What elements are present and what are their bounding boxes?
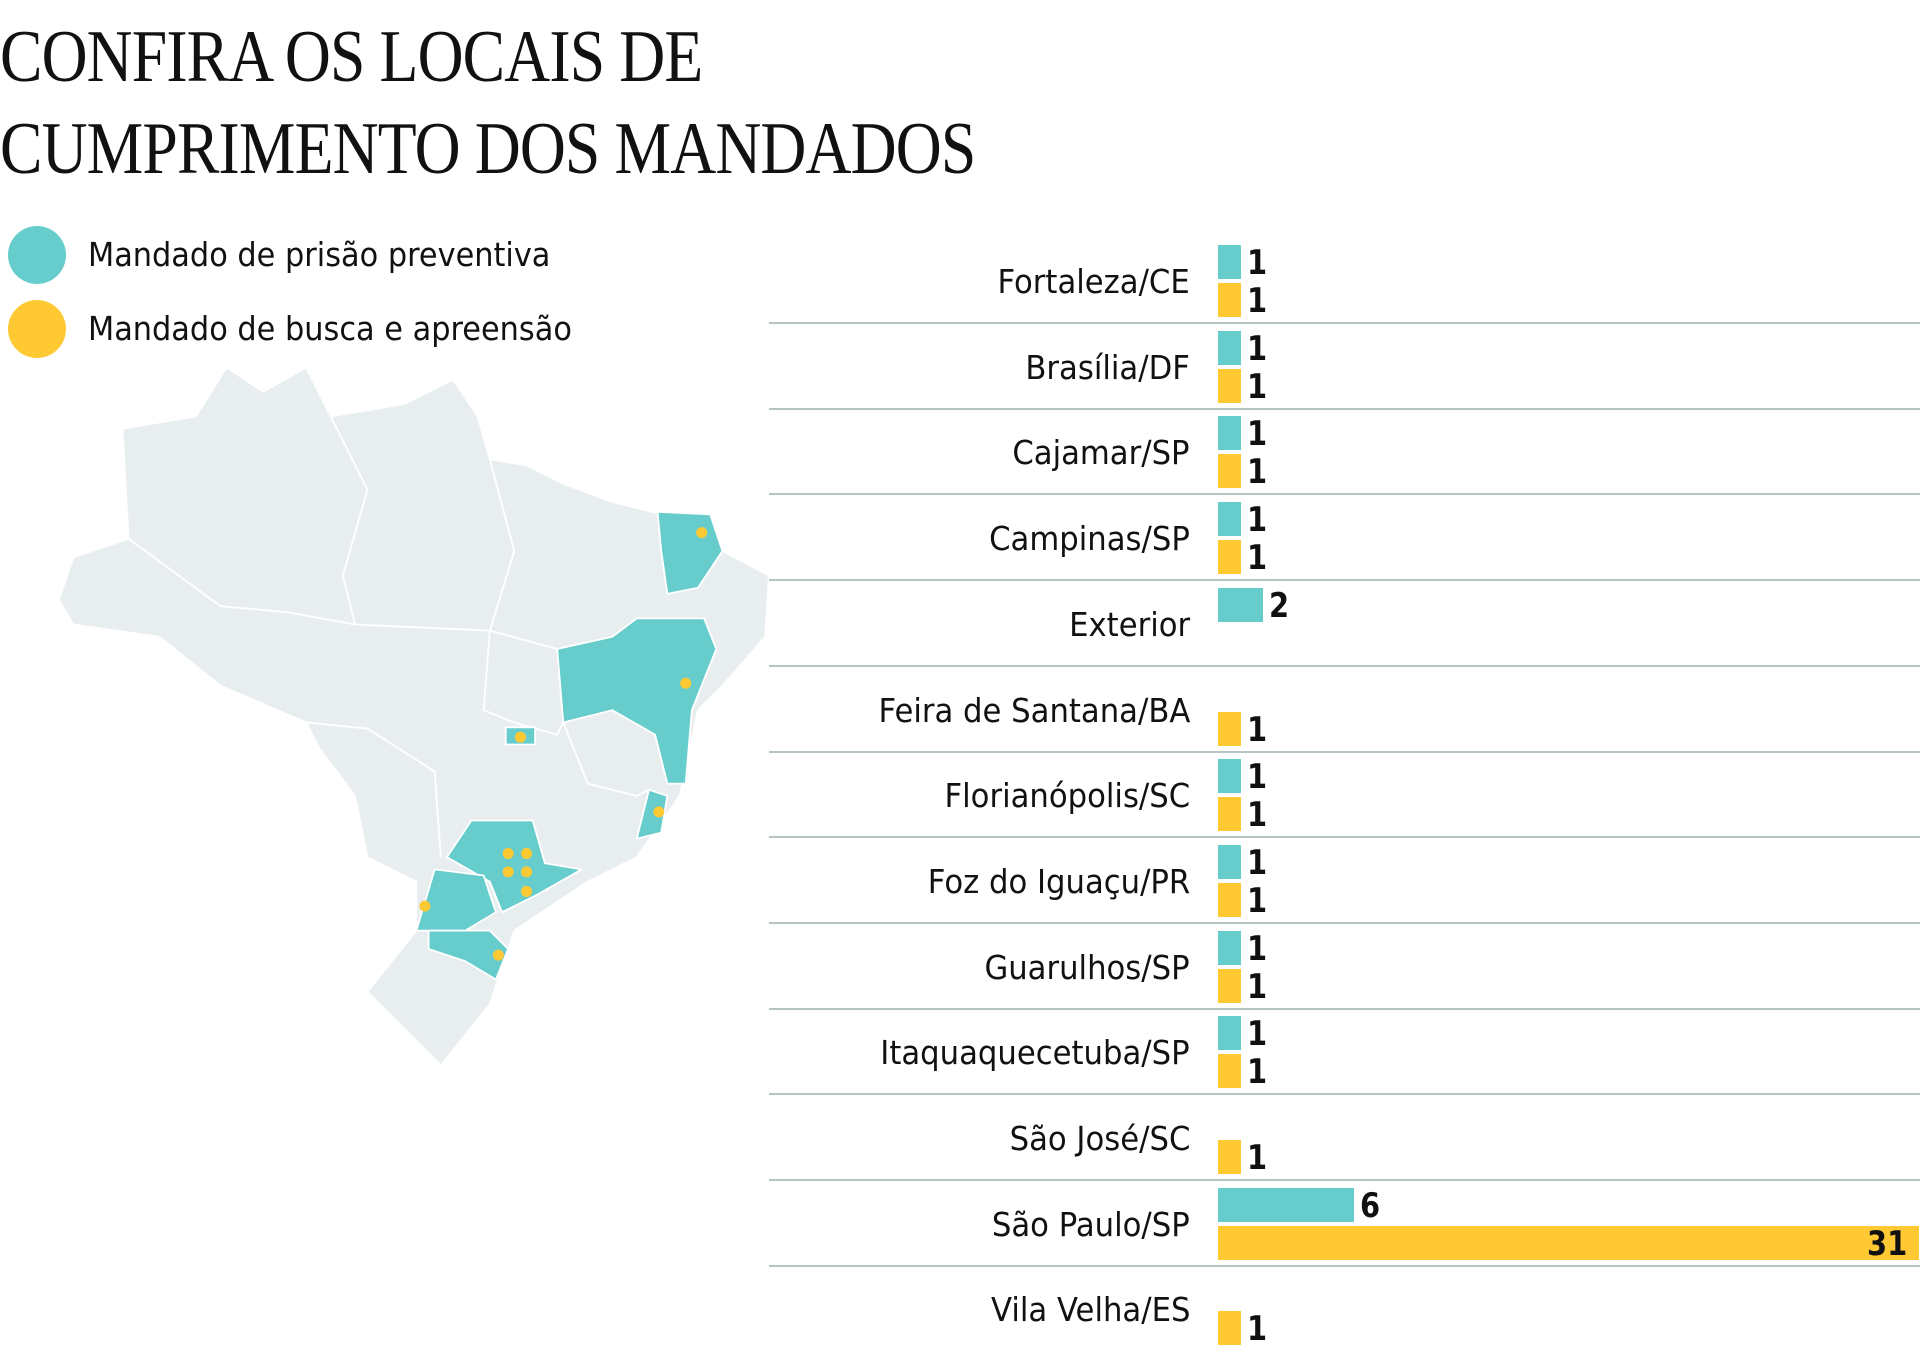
row-separator (769, 1007, 1920, 1010)
map-state-sp (446, 819, 583, 914)
bar-prisao (1218, 930, 1241, 965)
value-label: 1 (1246, 452, 1267, 493)
map-dot (521, 885, 533, 897)
bar-busca (1218, 882, 1241, 917)
row-separator (769, 1093, 1920, 1096)
value-label: 1 (1246, 709, 1267, 750)
bar-busca (1218, 968, 1241, 1003)
map-dot (502, 866, 514, 878)
value-label: 31 (1866, 1223, 1907, 1264)
map-dot (419, 900, 431, 912)
value-label: 1 (1246, 281, 1267, 321)
value-label: 1 (1246, 928, 1267, 969)
bar-prisao (1218, 245, 1241, 279)
value-label: 1 (1246, 757, 1267, 798)
value-label: 2 (1269, 585, 1290, 626)
row-separator (769, 407, 1920, 410)
category-label: Feira de Santana/BA (878, 690, 1190, 730)
map-dot (521, 866, 533, 878)
bar-prisao (1218, 1016, 1241, 1051)
title-line-2: CUMPRIMENTO DOS MANDADOS (0, 108, 976, 190)
category-label: Guarulhos/SP (984, 947, 1190, 987)
value-label: 1 (1246, 366, 1267, 407)
bar-prisao (1218, 844, 1241, 879)
bar-prisao (1218, 502, 1241, 537)
value-label: 1 (1246, 1138, 1267, 1178)
value-label: 1 (1246, 538, 1267, 579)
bar-busca (1218, 1225, 1919, 1260)
value-label: 1 (1246, 795, 1267, 836)
bar-busca (1218, 454, 1241, 489)
bar-busca (1218, 368, 1241, 403)
category-label: Fortaleza/CE (997, 262, 1190, 301)
bar-prisao (1218, 587, 1264, 622)
category-label: Exterior (1068, 604, 1190, 644)
map-dot (653, 806, 665, 818)
row-separator (769, 750, 1920, 753)
row-separator (769, 921, 1920, 924)
bar-busca (1218, 797, 1241, 832)
value-label: 1 (1246, 1309, 1267, 1350)
legend-label-prisao: Mandado de prisão preventiva (88, 235, 551, 274)
bar-busca (1218, 283, 1241, 317)
map-dot (521, 847, 533, 859)
map-dot (502, 847, 514, 859)
legend-label-busca: Mandado de busca e apreensão (88, 309, 572, 348)
row-separator (769, 1179, 1920, 1181)
map-brazil-outline (57, 366, 770, 1067)
bar-busca (1218, 540, 1241, 575)
map-dot (514, 731, 526, 743)
category-label: Vila Velha/ES (990, 1290, 1190, 1330)
category-label: São Paulo/SP (992, 1204, 1190, 1244)
value-label: 1 (1246, 880, 1267, 921)
value-label: 1 (1246, 1014, 1267, 1055)
row-separator (769, 836, 1920, 839)
legend-swatch-busca (8, 300, 66, 358)
value-label: 1 (1246, 328, 1267, 369)
map-state-ba (556, 617, 718, 785)
value-label: 1 (1246, 1052, 1267, 1093)
row-separator (769, 322, 1920, 324)
map-dot (492, 949, 504, 961)
title-line-1: CONFIRA OS LOCAIS DE (0, 16, 703, 98)
bar-prisao (1218, 759, 1241, 794)
category-label: Campinas/SP (989, 519, 1190, 559)
value-label: 6 (1359, 1185, 1380, 1226)
category-label: Florianópolis/SC (944, 776, 1190, 816)
bar-busca (1218, 711, 1241, 746)
map-dot (680, 677, 692, 689)
category-label: Itaquaquecetuba/SP (880, 1033, 1190, 1073)
map-dot (696, 527, 708, 539)
row-separator (769, 1264, 1920, 1267)
row-separator (769, 664, 1920, 667)
brazil-map (57, 366, 770, 1067)
bar-busca (1218, 1311, 1241, 1346)
category-label: Brasília/DF (1025, 347, 1190, 387)
map-state-sc (427, 929, 510, 981)
value-label: 1 (1246, 243, 1267, 283)
bar-busca (1218, 1054, 1241, 1089)
category-label: São José/SC (1009, 1119, 1190, 1158)
category-label: Cajamar/SP (1012, 433, 1190, 473)
bar-prisao (1218, 416, 1241, 451)
value-label: 1 (1246, 500, 1267, 541)
value-label: 1 (1246, 842, 1267, 883)
bar-prisao (1218, 1187, 1354, 1222)
map-dots (419, 527, 708, 961)
map-state-es (635, 788, 669, 840)
bar-busca (1218, 1140, 1241, 1174)
category-label: Foz do Iguaçu/PR (927, 861, 1190, 901)
value-label: 1 (1246, 414, 1267, 455)
value-label: 1 (1246, 966, 1267, 1007)
legend-swatch-prisao (8, 226, 66, 284)
row-separator (769, 579, 1920, 582)
bar-prisao (1218, 330, 1241, 365)
row-separator (769, 493, 1920, 496)
